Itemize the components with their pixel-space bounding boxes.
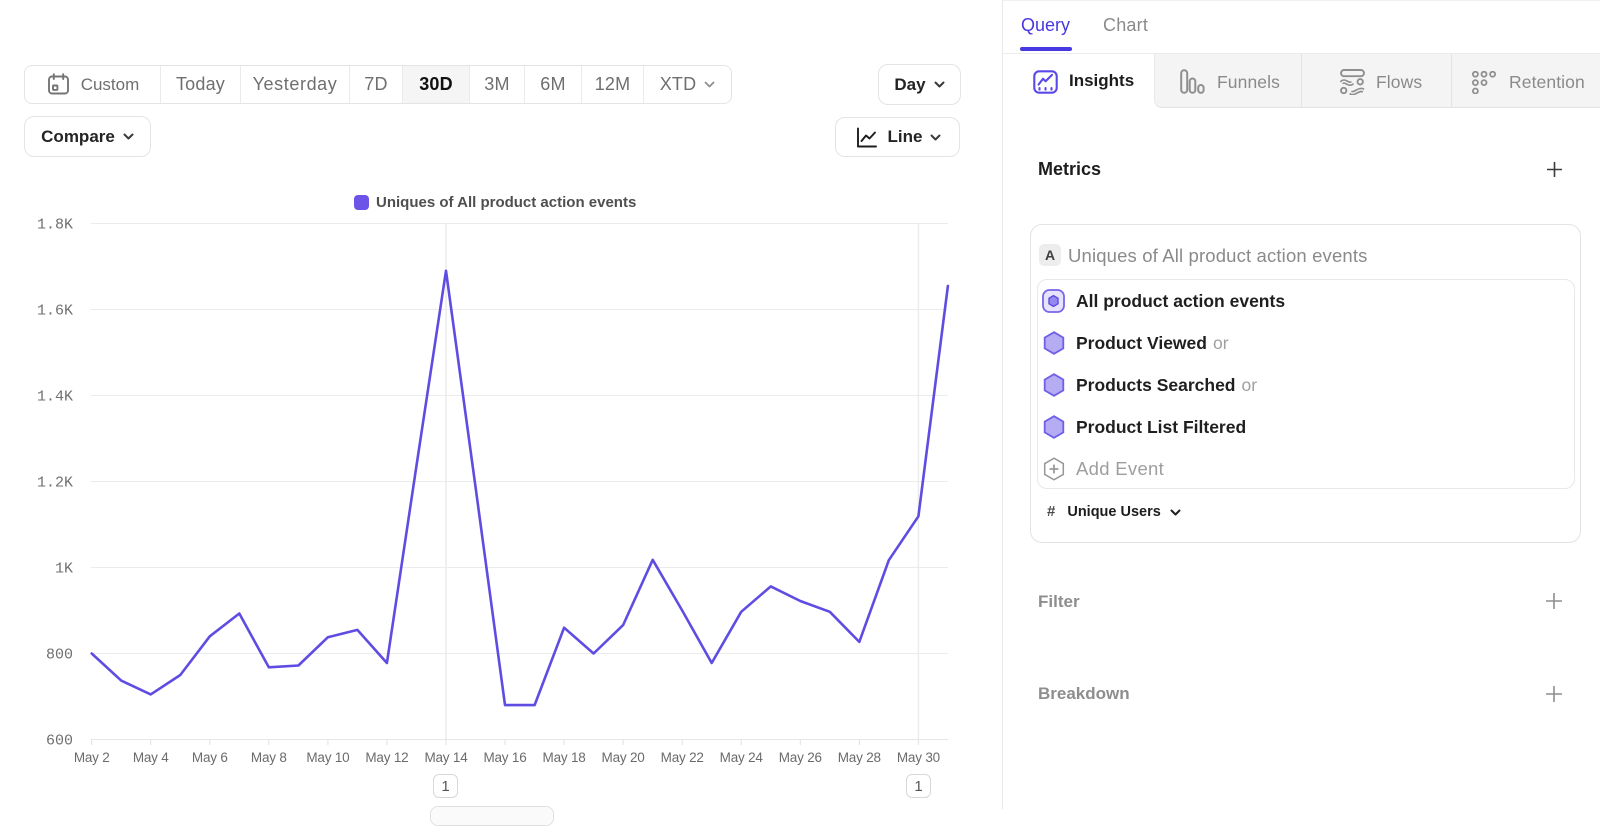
- svg-text:May 2: May 2: [74, 750, 110, 765]
- svg-text:600: 600: [46, 733, 73, 750]
- svg-text:1.2K: 1.2K: [37, 475, 73, 492]
- svg-text:May 8: May 8: [251, 750, 287, 765]
- svg-text:May 12: May 12: [365, 750, 408, 765]
- svg-text:1K: 1K: [55, 561, 73, 578]
- svg-text:May 6: May 6: [192, 750, 228, 765]
- svg-text:May 10: May 10: [306, 750, 349, 765]
- svg-text:May 22: May 22: [661, 750, 704, 765]
- svg-text:800: 800: [46, 647, 73, 664]
- svg-text:1.8K: 1.8K: [37, 217, 73, 234]
- svg-text:May 16: May 16: [483, 750, 526, 765]
- svg-text:1.6K: 1.6K: [37, 303, 73, 320]
- svg-text:1.4K: 1.4K: [37, 389, 73, 406]
- svg-text:May 20: May 20: [602, 750, 645, 765]
- svg-text:May 30: May 30: [897, 750, 940, 765]
- svg-text:May 24: May 24: [720, 750, 764, 765]
- svg-text:May 4: May 4: [133, 750, 169, 765]
- svg-text:May 18: May 18: [543, 750, 586, 765]
- svg-text:May 28: May 28: [838, 750, 881, 765]
- svg-text:May 26: May 26: [779, 750, 822, 765]
- svg-text:May 14: May 14: [424, 750, 468, 765]
